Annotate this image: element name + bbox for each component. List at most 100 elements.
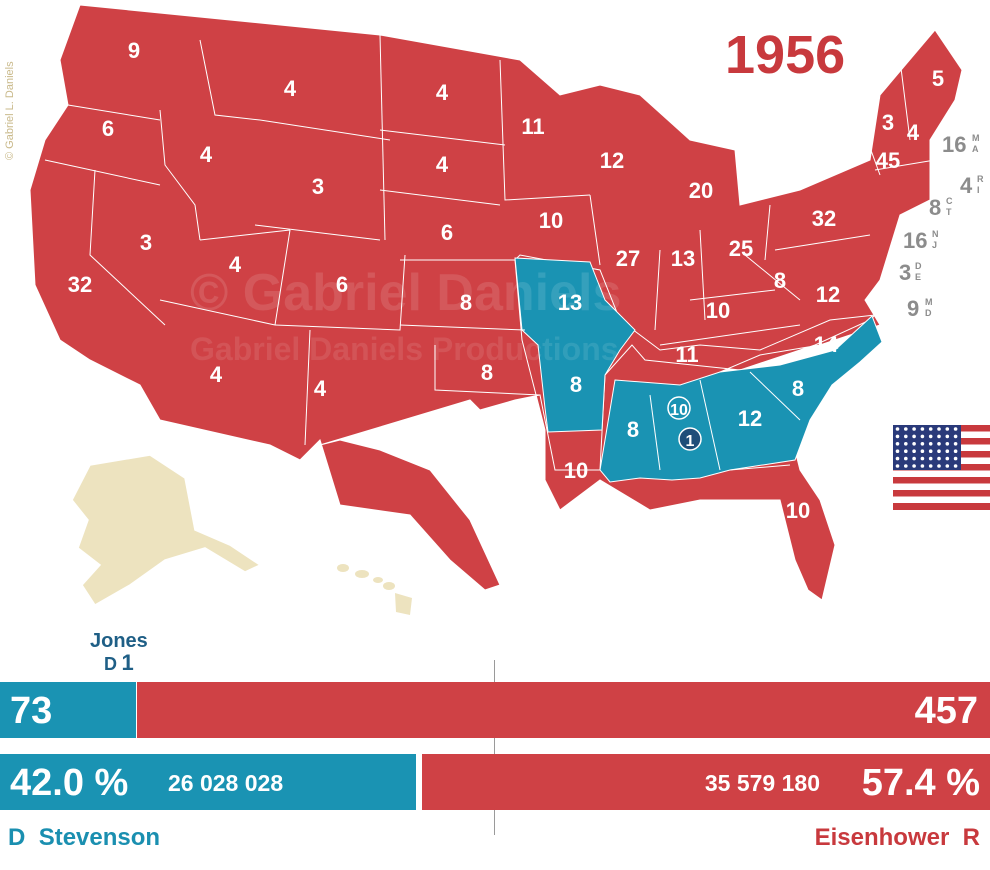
democrat-candidate-name: Stevenson <box>38 824 161 851</box>
flag-star <box>912 464 916 468</box>
ev-label-nd: 4 <box>436 80 449 105</box>
us-flag-icon <box>893 425 990 510</box>
ev-label-mo: 13 <box>558 290 582 315</box>
republican-candidate: Eisenhower R <box>815 824 980 852</box>
flag-star <box>953 427 958 431</box>
ev-label-id: 4 <box>200 142 213 167</box>
ev-label-ks: 8 <box>460 290 472 315</box>
flag-star <box>920 464 925 468</box>
ev-label-oh: 25 <box>729 236 753 261</box>
flag-star <box>928 456 933 461</box>
small-state-ma-abbr-1: M <box>972 133 980 143</box>
jones-faithless-elector: Jones D 1 <box>90 630 148 677</box>
small-state-ma-number: 16 <box>942 132 966 157</box>
ev-label-wv: 8 <box>774 268 786 293</box>
ev-label-in: 13 <box>671 246 695 271</box>
flag-star <box>937 456 941 461</box>
small-state-nj-abbr-2: J <box>932 240 937 250</box>
flag-star <box>945 456 950 461</box>
flag-star <box>920 456 925 461</box>
flag-star <box>920 434 925 439</box>
flag-star <box>953 442 958 446</box>
ev-label-mt: 4 <box>284 76 297 101</box>
ev-label-wi: 12 <box>600 148 624 173</box>
ev-label-nh: 4 <box>907 120 920 145</box>
small-state-ct-abbr-1: C <box>946 196 953 206</box>
ev-label-az: 4 <box>210 362 223 387</box>
small-state-ri-abbr-1: R <box>977 174 984 184</box>
ev-label-ms: 8 <box>627 417 639 442</box>
us-electoral-map: © Gabriel Daniels Gabriel Daniels Produc… <box>29 4 990 615</box>
flag-star <box>953 456 958 461</box>
flag-star <box>912 427 916 431</box>
popular-bar-republican <box>422 754 990 810</box>
alabama-faithless-marker <box>678 427 702 451</box>
small-state-de-abbr-2: E <box>915 272 921 282</box>
watermark-text: © Gabriel Daniels <box>190 264 621 322</box>
ev-label-ca: 32 <box>68 272 92 297</box>
ev-label-il: 27 <box>616 246 640 271</box>
jones-party: D <box>104 654 118 674</box>
democrat-south-shape <box>599 315 883 483</box>
ev-label-ok: 8 <box>481 360 493 385</box>
flag-star <box>953 434 958 439</box>
ev-label-sc: 8 <box>792 376 804 401</box>
small-state-md-abbr-2: D <box>925 308 932 318</box>
flag-star <box>912 456 916 461</box>
flag-star <box>895 456 900 461</box>
flag-star <box>912 449 916 453</box>
small-state-md-abbr-1: M <box>925 297 933 307</box>
flag-star <box>920 442 925 446</box>
ev-label-tn: 11 <box>675 342 698 367</box>
flag-star <box>895 442 900 446</box>
alabama-dem-marker <box>667 396 691 420</box>
ev-label-ar: 8 <box>570 372 582 397</box>
flag-star <box>904 456 908 461</box>
flag-star <box>895 427 900 431</box>
flag-star <box>904 442 908 446</box>
alaska-shape[interactable] <box>71 454 262 607</box>
flag-star <box>928 427 933 431</box>
flag-star <box>912 434 916 439</box>
flag-star <box>945 449 950 453</box>
popular-rep-votes: 35 579 180 <box>704 770 820 796</box>
small-state-de-number: 3 <box>899 260 911 285</box>
electoral-vote-bar: 73 457 <box>0 682 990 738</box>
flag-star <box>928 434 933 439</box>
flag-star <box>904 464 908 468</box>
ev-label-wy: 3 <box>312 174 324 199</box>
small-state-ri-number: 4 <box>960 173 973 198</box>
popular-dem-votes: 26 028 028 <box>168 770 284 796</box>
flag-star <box>904 427 908 431</box>
republican-candidate-name: Eisenhower <box>814 824 950 851</box>
ev-label-tx: 24 <box>440 452 465 477</box>
flag-star <box>945 442 950 446</box>
small-state-ri-abbr-2: I <box>977 185 980 195</box>
flag-star <box>904 434 908 439</box>
flag-star <box>953 449 958 453</box>
electoral-bar-democrat <box>0 682 136 738</box>
ev-label-vt: 3 <box>882 110 894 135</box>
small-state-ct-abbr-2: T <box>946 207 952 217</box>
ev-label-ky: 10 <box>706 298 730 323</box>
flag-star <box>953 464 958 468</box>
flag-star <box>895 464 900 468</box>
flag-star <box>928 442 933 446</box>
ev-label-al: 10 <box>670 402 688 419</box>
ev-label-nv: 3 <box>140 230 152 255</box>
popular-bar-democrat <box>0 754 416 810</box>
watermark-subtext: Gabriel Daniels Productions <box>190 331 619 367</box>
ev-label-va: 12 <box>816 282 840 307</box>
state-borders <box>44 34 936 471</box>
flag-star <box>937 464 941 468</box>
hawaii-shape[interactable] <box>337 564 412 615</box>
flag-star <box>937 442 941 446</box>
ev-label-wa: 9 <box>128 38 140 63</box>
ev-label-sd: 4 <box>436 152 449 177</box>
electoral-rep-count: 457 <box>914 690 978 732</box>
flag-star <box>928 464 933 468</box>
ev-label-ne: 6 <box>441 220 453 245</box>
majority-divider <box>494 660 495 835</box>
flag-star <box>945 434 950 439</box>
electoral-dem-count: 73 <box>10 690 53 732</box>
